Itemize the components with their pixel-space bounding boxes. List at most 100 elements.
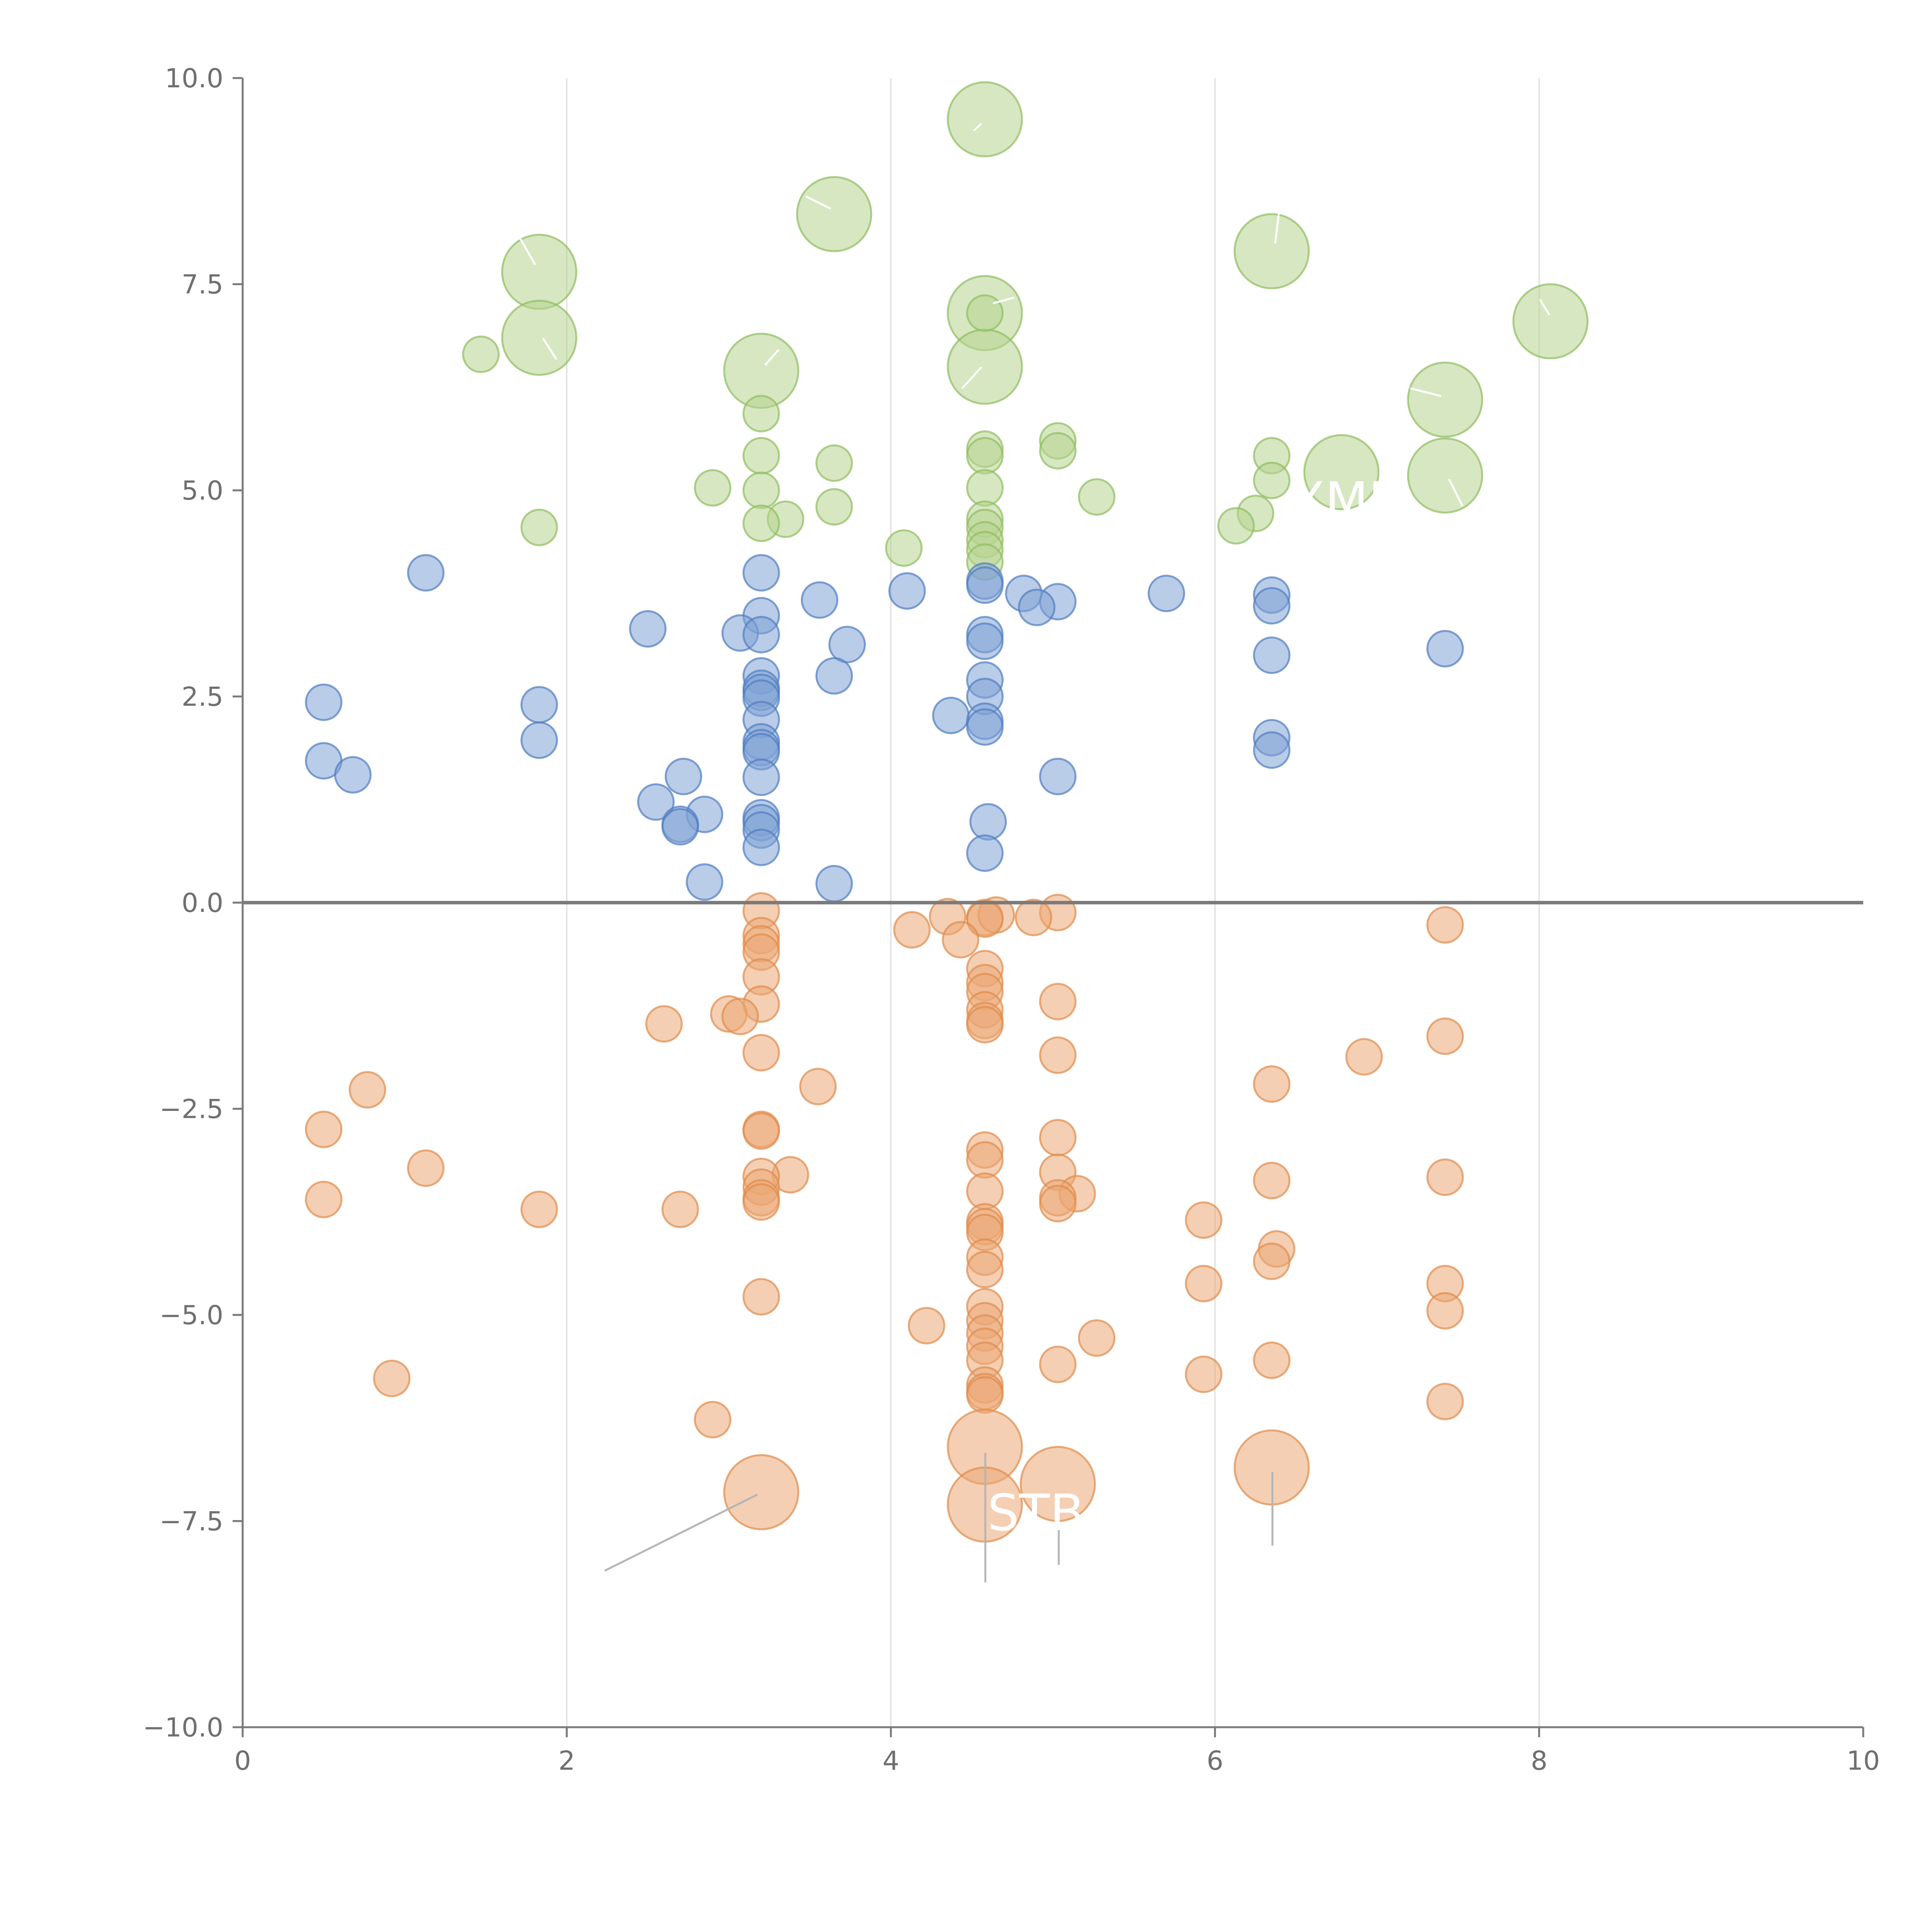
data-point-orange-small — [661, 1190, 699, 1228]
data-point-green-small — [885, 529, 923, 567]
data-point-green-large — [501, 299, 578, 376]
y-tick-label: −2.5 — [160, 1094, 223, 1125]
data-point-blue — [407, 554, 445, 592]
data-point-orange-small — [520, 1190, 558, 1228]
data-point-green-small — [966, 294, 1004, 332]
data-point-orange-large — [723, 1454, 799, 1531]
data-point-orange-small — [1185, 1265, 1223, 1303]
data-point-orange-small — [694, 1401, 731, 1439]
annotation-label-stb: STB — [987, 1483, 1084, 1542]
data-point-blue — [966, 708, 1004, 746]
data-point-orange-small — [742, 1112, 780, 1150]
leader-line — [1274, 212, 1280, 244]
leader-line — [805, 195, 832, 210]
data-point-orange-small — [1253, 1341, 1291, 1379]
data-point-orange-small — [1426, 1158, 1464, 1196]
data-point-blue — [742, 554, 780, 592]
x-tick-label: 6 — [1207, 1746, 1223, 1776]
data-point-green-small — [966, 437, 1004, 474]
leader-line — [764, 349, 779, 366]
data-point-blue — [629, 610, 667, 648]
annotations: STB XMF — [519, 123, 1551, 1582]
data-point-green-small — [966, 469, 1004, 507]
data-point-orange-small — [1253, 1242, 1291, 1280]
x-tick-label: 8 — [1531, 1746, 1548, 1776]
data-point-orange-small — [645, 1005, 683, 1043]
y-tick-label: −5.0 — [160, 1300, 223, 1331]
data-point-blue — [742, 759, 780, 796]
data-point-orange-small — [1078, 1319, 1116, 1357]
data-point-orange-small — [407, 1149, 445, 1187]
data-point-orange-small — [721, 997, 759, 1035]
data-point-blue — [742, 616, 780, 653]
data-point-orange-small — [1426, 1383, 1464, 1420]
data-point-orange-small — [1039, 1185, 1077, 1223]
y-tick-label: 7.5 — [182, 270, 223, 300]
leader-line — [993, 296, 1015, 304]
data-point-green-large — [947, 81, 1023, 158]
data-point-green-large — [1303, 434, 1380, 510]
data-point-green-small — [1253, 461, 1291, 499]
data-point-orange-small — [966, 1251, 1004, 1289]
data-point-green-small — [815, 488, 853, 526]
data-point-blue — [1039, 757, 1077, 795]
data-point-green-large — [1407, 437, 1483, 514]
data-point-green-large — [501, 233, 578, 310]
data-point-blue — [637, 783, 675, 821]
data-point-orange-small — [1345, 1038, 1383, 1076]
data-point-blue — [1018, 588, 1056, 626]
x-tick-label: 2 — [558, 1746, 575, 1776]
data-point-blue — [665, 757, 702, 795]
data-point-blue — [815, 865, 853, 903]
data-point-green-small — [520, 509, 558, 546]
data-point-orange-small — [305, 1180, 343, 1218]
leader-line — [1539, 299, 1551, 316]
y-tick-label: 0.0 — [182, 888, 223, 918]
data-point-blue — [966, 566, 1004, 604]
data-point-orange-small — [966, 1006, 1004, 1044]
y-tick-label: 2.5 — [182, 682, 223, 713]
data-point-orange-small — [305, 1111, 343, 1148]
data-point-green-large — [947, 328, 1023, 405]
data-point-orange-small — [1185, 1355, 1223, 1393]
y-tick-label: 10.0 — [165, 63, 223, 94]
data-point-blue — [685, 863, 723, 901]
data-point-orange-small — [1015, 898, 1053, 936]
data-point-orange-small — [1039, 1345, 1077, 1383]
data-point-orange-small — [742, 1183, 780, 1221]
data-point-green-large — [1407, 361, 1483, 438]
leader-line — [542, 337, 558, 360]
data-point-blue — [661, 808, 699, 846]
data-points — [305, 81, 1589, 1543]
data-point-green-large — [796, 176, 872, 252]
y-tick-label: −10.0 — [143, 1713, 223, 1743]
data-point-orange-small — [1426, 1292, 1464, 1330]
data-point-blue — [966, 622, 1004, 660]
data-point-orange-small — [373, 1359, 411, 1397]
data-point-blue — [932, 697, 970, 735]
data-point-blue — [1148, 575, 1185, 612]
data-point-blue — [1253, 731, 1291, 769]
data-point-blue — [520, 721, 558, 759]
leader-line — [604, 1493, 758, 1572]
data-point-blue — [801, 581, 838, 619]
data-point-orange-small — [966, 1376, 1004, 1414]
x-ticks: 0 2 4 6 8 10 — [234, 1727, 1880, 1776]
data-point-orange-small — [742, 1278, 780, 1316]
data-point-blue — [520, 686, 558, 724]
leader-line — [961, 366, 982, 389]
data-point-blue — [334, 756, 372, 794]
data-point-green-small — [1217, 507, 1255, 545]
data-point-green-small — [694, 469, 731, 507]
y-ticks: 10.0 7.5 5.0 2.5 0.0 −2.5 −5.0 −7.5 −10.0 — [143, 63, 243, 1743]
data-point-orange-small — [942, 921, 980, 959]
data-point-blue — [888, 572, 926, 610]
data-point-green-small — [1078, 478, 1116, 516]
data-point-blue — [1426, 630, 1464, 668]
data-point-orange-small — [908, 1307, 946, 1345]
data-point-green-small — [815, 444, 853, 482]
data-point-orange-small — [1253, 1162, 1291, 1199]
data-point-orange-small — [1039, 1036, 1077, 1074]
data-point-green-small — [742, 504, 780, 542]
